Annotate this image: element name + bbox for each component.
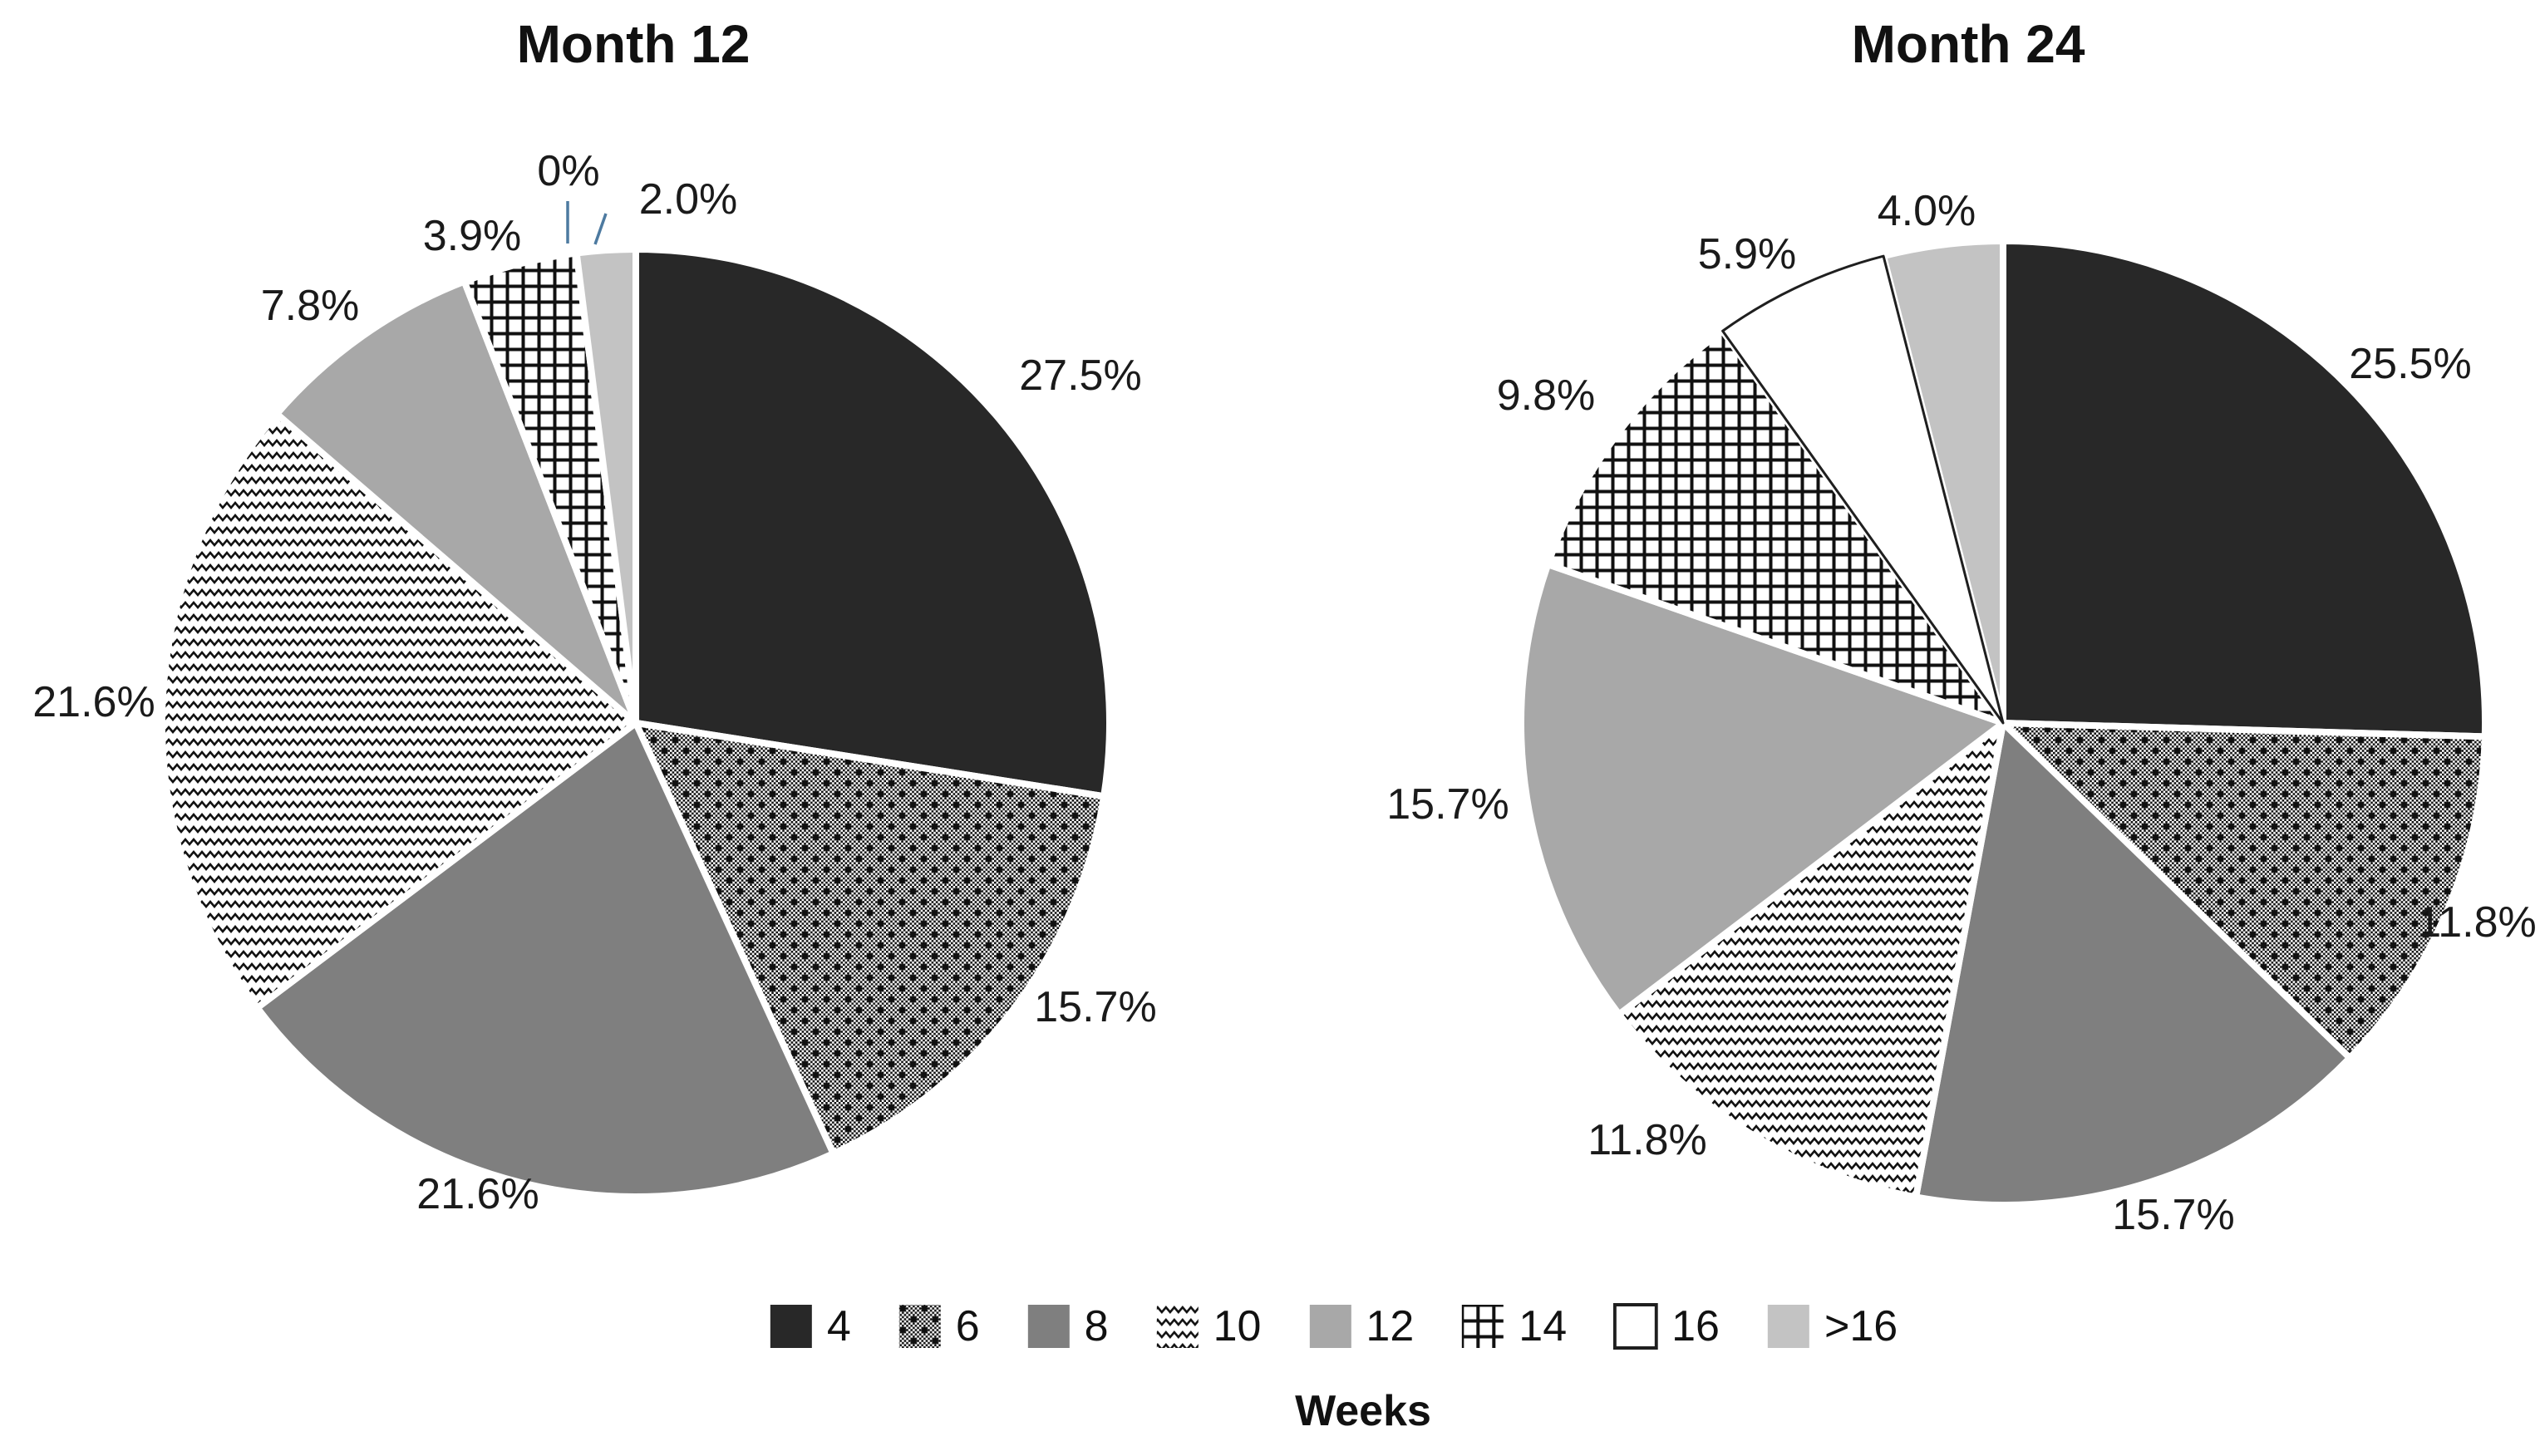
slice-pct-label-6wk: 11.8% bbox=[2417, 898, 2537, 947]
legend-label: 14 bbox=[1519, 1302, 1568, 1350]
legend-item-14: 14 bbox=[1460, 1301, 1567, 1351]
legend-swatch-rect bbox=[1156, 1305, 1199, 1348]
slice-pct-label-10wk: 11.8% bbox=[1588, 1116, 1707, 1164]
legend-item-gt16: >16 bbox=[1766, 1301, 1898, 1351]
pie-slice-month12->16wk bbox=[573, 246, 639, 726]
pie-slice-month24-6wk bbox=[2000, 720, 2488, 1061]
legend-item-16: 16 bbox=[1613, 1301, 1720, 1351]
label-leader-line bbox=[593, 213, 608, 245]
slice-pct-label-14wk: 9.8% bbox=[1497, 371, 1596, 420]
legend-label: >16 bbox=[1824, 1302, 1898, 1350]
legend-swatch-rect bbox=[1027, 1305, 1070, 1348]
legend-title: Weeks bbox=[1295, 1387, 1431, 1435]
pie-slice-month24-8wk bbox=[1912, 720, 2354, 1208]
pie-slice-month24-12wk bbox=[1518, 561, 2006, 1018]
pie-title-month-12: Month 12 bbox=[516, 14, 751, 74]
legend-item-8: 8 bbox=[1026, 1301, 1109, 1351]
pie-slice-outline bbox=[1721, 254, 2005, 725]
pie-slice-month24-4wk bbox=[2000, 238, 2488, 740]
legend-label: 8 bbox=[1084, 1302, 1109, 1350]
pie-slice-month24-14wk bbox=[1544, 327, 2006, 726]
legend-swatch-wave bbox=[1156, 1305, 1199, 1348]
slice-pct-label-12wk: 7.8% bbox=[261, 282, 360, 330]
legend-swatch-rect bbox=[770, 1305, 812, 1348]
pie-slice-month12-4wk bbox=[633, 246, 1113, 800]
slice-pct-label-12wk: 15.7% bbox=[1386, 780, 1509, 829]
pie-title-month-24: Month 24 bbox=[1851, 14, 2085, 74]
legend: 4 6 8 10 12 14 16 >16 bbox=[769, 1301, 1898, 1351]
legend-swatch-rect bbox=[1309, 1305, 1351, 1348]
legend-label: 4 bbox=[826, 1302, 851, 1350]
slice-pct-label-14wk: 3.9% bbox=[423, 212, 522, 260]
slice-pct-label-16wk: 0% bbox=[537, 147, 599, 195]
legend-label: 6 bbox=[955, 1302, 980, 1350]
legend-label: 10 bbox=[1213, 1302, 1262, 1350]
legend-item-10: 10 bbox=[1155, 1301, 1262, 1351]
slice-pct-label-16wk: 5.9% bbox=[1698, 230, 1797, 278]
legend-item-12: 12 bbox=[1307, 1301, 1414, 1351]
slice-pct-label->16wk: 2.0% bbox=[639, 175, 738, 224]
legend-swatch-dark bbox=[770, 1305, 812, 1348]
slice-pct-label-8wk: 15.7% bbox=[2112, 1191, 2234, 1239]
pie-month-24: 25.5% 11.8% 15.7% 11.8% 15.7% 9.8% 5.9% 4.0% bbox=[1386, 187, 2537, 1239]
legend-swatch-grid bbox=[1462, 1305, 1504, 1348]
legend-label: 16 bbox=[1671, 1302, 1720, 1350]
slice-pct-label->16wk: 4.0% bbox=[1878, 187, 1976, 235]
legend-swatch-rect bbox=[1613, 1303, 1659, 1350]
pie-slice-month12-6wk bbox=[633, 720, 1108, 1158]
legend-swatch-rect bbox=[898, 1305, 941, 1348]
legend-label: 12 bbox=[1366, 1302, 1415, 1350]
pie-slice-month12-12wk bbox=[273, 278, 639, 726]
slice-pct-label-8wk: 21.6% bbox=[416, 1170, 539, 1218]
legend-swatch-rect bbox=[1767, 1305, 1809, 1348]
legend-swatch-rect bbox=[1462, 1305, 1504, 1348]
pie-slice-month12-8wk bbox=[254, 720, 837, 1200]
slice-pct-label-4wk: 25.5% bbox=[2349, 340, 2471, 388]
pie-month-12: 27.5% 15.7% 21.6% 21.6% 7.8% 3.9% 0% 2.0% bbox=[32, 147, 1156, 1218]
legend-swatch-dots bbox=[898, 1305, 941, 1348]
legend-swatch-light-gray bbox=[1309, 1305, 1351, 1348]
pie-slice-month12-10wk bbox=[159, 411, 639, 1011]
legend-item-4: 4 bbox=[769, 1301, 851, 1351]
pie-slice-month24-10wk bbox=[1615, 720, 2006, 1201]
legend-item-6: 6 bbox=[898, 1301, 980, 1351]
legend-swatch-lighter-gray bbox=[1767, 1305, 1809, 1348]
slice-pct-label-4wk: 27.5% bbox=[1019, 352, 1141, 400]
legend-swatch-white-outlined bbox=[1613, 1303, 1659, 1350]
legend-swatch-medium-gray bbox=[1027, 1305, 1070, 1348]
slice-pct-label-10wk: 21.6% bbox=[32, 678, 155, 726]
slice-pct-label-6wk: 15.7% bbox=[1034, 983, 1156, 1031]
